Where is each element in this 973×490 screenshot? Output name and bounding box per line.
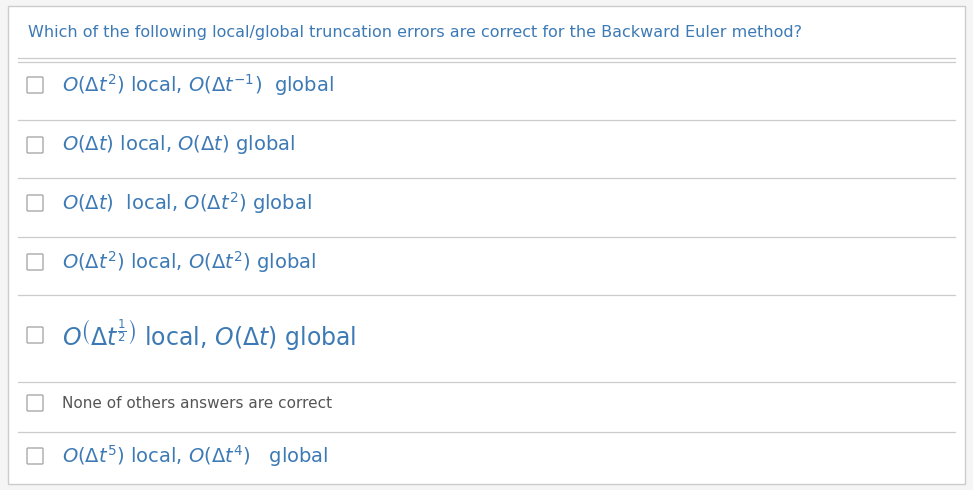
Text: $O\left(\Delta t^{\frac{1}{2}}\right)$ local, $O\left(\Delta t\right)$ global: $O\left(\Delta t^{\frac{1}{2}}\right)$ l… — [62, 318, 356, 353]
FancyBboxPatch shape — [27, 195, 43, 211]
FancyBboxPatch shape — [27, 395, 43, 411]
FancyBboxPatch shape — [27, 254, 43, 270]
FancyBboxPatch shape — [27, 137, 43, 153]
Text: $O\left(\Delta t\right)$ local, $O\left(\Delta t\right)$ global: $O\left(\Delta t\right)$ local, $O\left(… — [62, 133, 295, 156]
FancyBboxPatch shape — [27, 448, 43, 464]
Text: $O\left(\Delta t\right)$  local, $O\left(\Delta t^{2}\right)$ global: $O\left(\Delta t\right)$ local, $O\left(… — [62, 190, 311, 216]
Text: $O\left(\Delta t^{2}\right)$ local, $O\left(\Delta t^{-1}\right)$  global: $O\left(\Delta t^{2}\right)$ local, $O\l… — [62, 72, 334, 98]
FancyBboxPatch shape — [27, 327, 43, 343]
FancyBboxPatch shape — [27, 77, 43, 93]
Text: $O\left(\Delta t^{5}\right)$ local, $O\left(\Delta t^{4}\right)$   global: $O\left(\Delta t^{5}\right)$ local, $O\l… — [62, 443, 329, 469]
Text: None of others answers are correct: None of others answers are correct — [62, 395, 332, 411]
FancyBboxPatch shape — [8, 6, 965, 484]
Text: $O\left(\Delta t^{2}\right)$ local, $O\left(\Delta t^{2}\right)$ global: $O\left(\Delta t^{2}\right)$ local, $O\l… — [62, 249, 316, 275]
Text: Which of the following local/global truncation errors are correct for the Backwa: Which of the following local/global trun… — [28, 25, 802, 40]
